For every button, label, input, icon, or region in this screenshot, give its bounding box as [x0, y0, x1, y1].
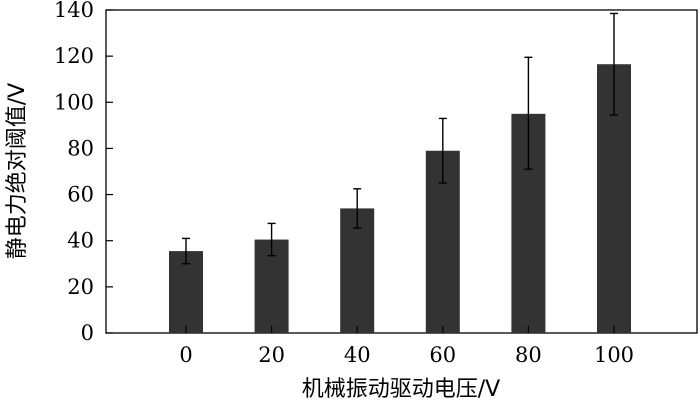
error-bar-0 — [182, 237, 190, 265]
y-tick-label-20: 20 — [67, 275, 94, 299]
bar-0 — [169, 251, 203, 333]
plot-frame — [105, 9, 698, 334]
error-bar-20 — [267, 222, 276, 257]
y-tick-label-0: 0 — [81, 321, 94, 345]
y-tick-label-120: 120 — [54, 44, 94, 68]
x-tick-label-0: 0 — [179, 343, 192, 367]
x-tick-label-80: 80 — [515, 343, 542, 367]
error-bar-40 — [353, 188, 362, 229]
y-axis-title: 静电力绝对阈值/V — [5, 83, 30, 259]
x-axis-ticks: 0 20 40 60 80 100 — [179, 326, 634, 367]
x-tick-label-40: 40 — [344, 343, 371, 367]
error-bar-80 — [524, 56, 533, 170]
x-axis-title: 机械振动驱动电压/V — [302, 377, 500, 402]
y-axis-ticks: 0 20 40 60 80 100 120 140 — [54, 0, 113, 345]
bar-40 — [340, 208, 375, 333]
x-tick-label-100: 100 — [594, 343, 634, 367]
y-tick-label-140: 140 — [54, 0, 94, 22]
y-tick-label-60: 60 — [67, 183, 94, 207]
error-bar-100 — [610, 12, 618, 116]
x-tick-label-20: 20 — [258, 343, 285, 367]
error-bar-60 — [438, 117, 447, 184]
error-bars-group — [182, 12, 618, 265]
y-tick-label-80: 80 — [67, 136, 94, 160]
y-tick-label-100: 100 — [54, 90, 94, 114]
bars-group — [169, 64, 631, 333]
y-tick-label-40: 40 — [67, 229, 94, 253]
x-tick-label-60: 60 — [429, 343, 456, 367]
